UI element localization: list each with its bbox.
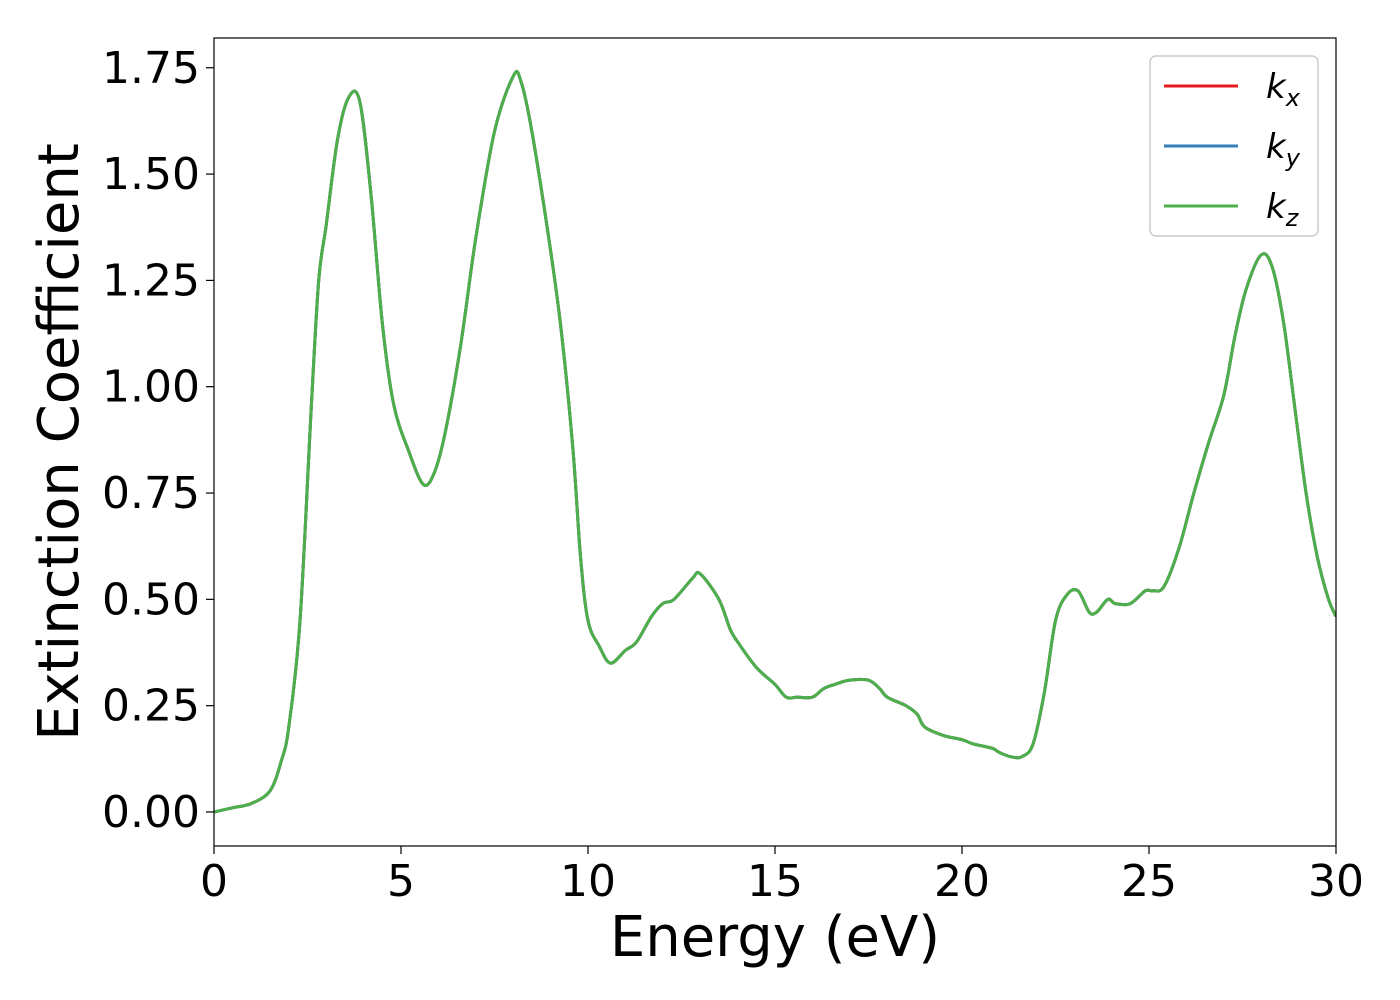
legend-label-ky: ky [1266,127,1301,172]
legend-label-kz: kz [1266,187,1300,232]
y-tick-label: 0.75 [102,468,200,519]
x-tick-label: 30 [1308,856,1364,907]
x-tick-label: 10 [560,856,616,907]
legend: kx ky kz [1149,55,1319,237]
x-tick-label: 5 [387,856,415,907]
y-tick-label: 0.00 [102,787,200,838]
x-tick-label: 0 [200,856,228,907]
x-tick-label: 25 [1121,856,1177,907]
y-axis-title: Extinction Coefficient [27,143,92,741]
y-tick-label: 1.50 [102,149,200,200]
y-tick-label: 1.00 [102,362,200,413]
plot-lines [214,69,1336,814]
y-axis: 0.00 0.25 0.50 0.75 1.00 1.25 1.50 1.75 [102,43,214,838]
y-tick-label: 1.25 [102,255,200,306]
y-tick-label: 0.25 [102,681,200,732]
y-tick-label: 0.50 [102,574,200,625]
x-tick-label: 20 [934,856,990,907]
series-line-kz [214,69,1336,814]
x-axis-title: Energy (eV) [610,905,940,970]
x-axis: 0 5 10 15 20 25 30 [200,846,1364,907]
legend-label-kx: kx [1266,67,1301,112]
x-tick-label: 15 [747,856,803,907]
y-tick-label: 1.75 [102,43,200,94]
